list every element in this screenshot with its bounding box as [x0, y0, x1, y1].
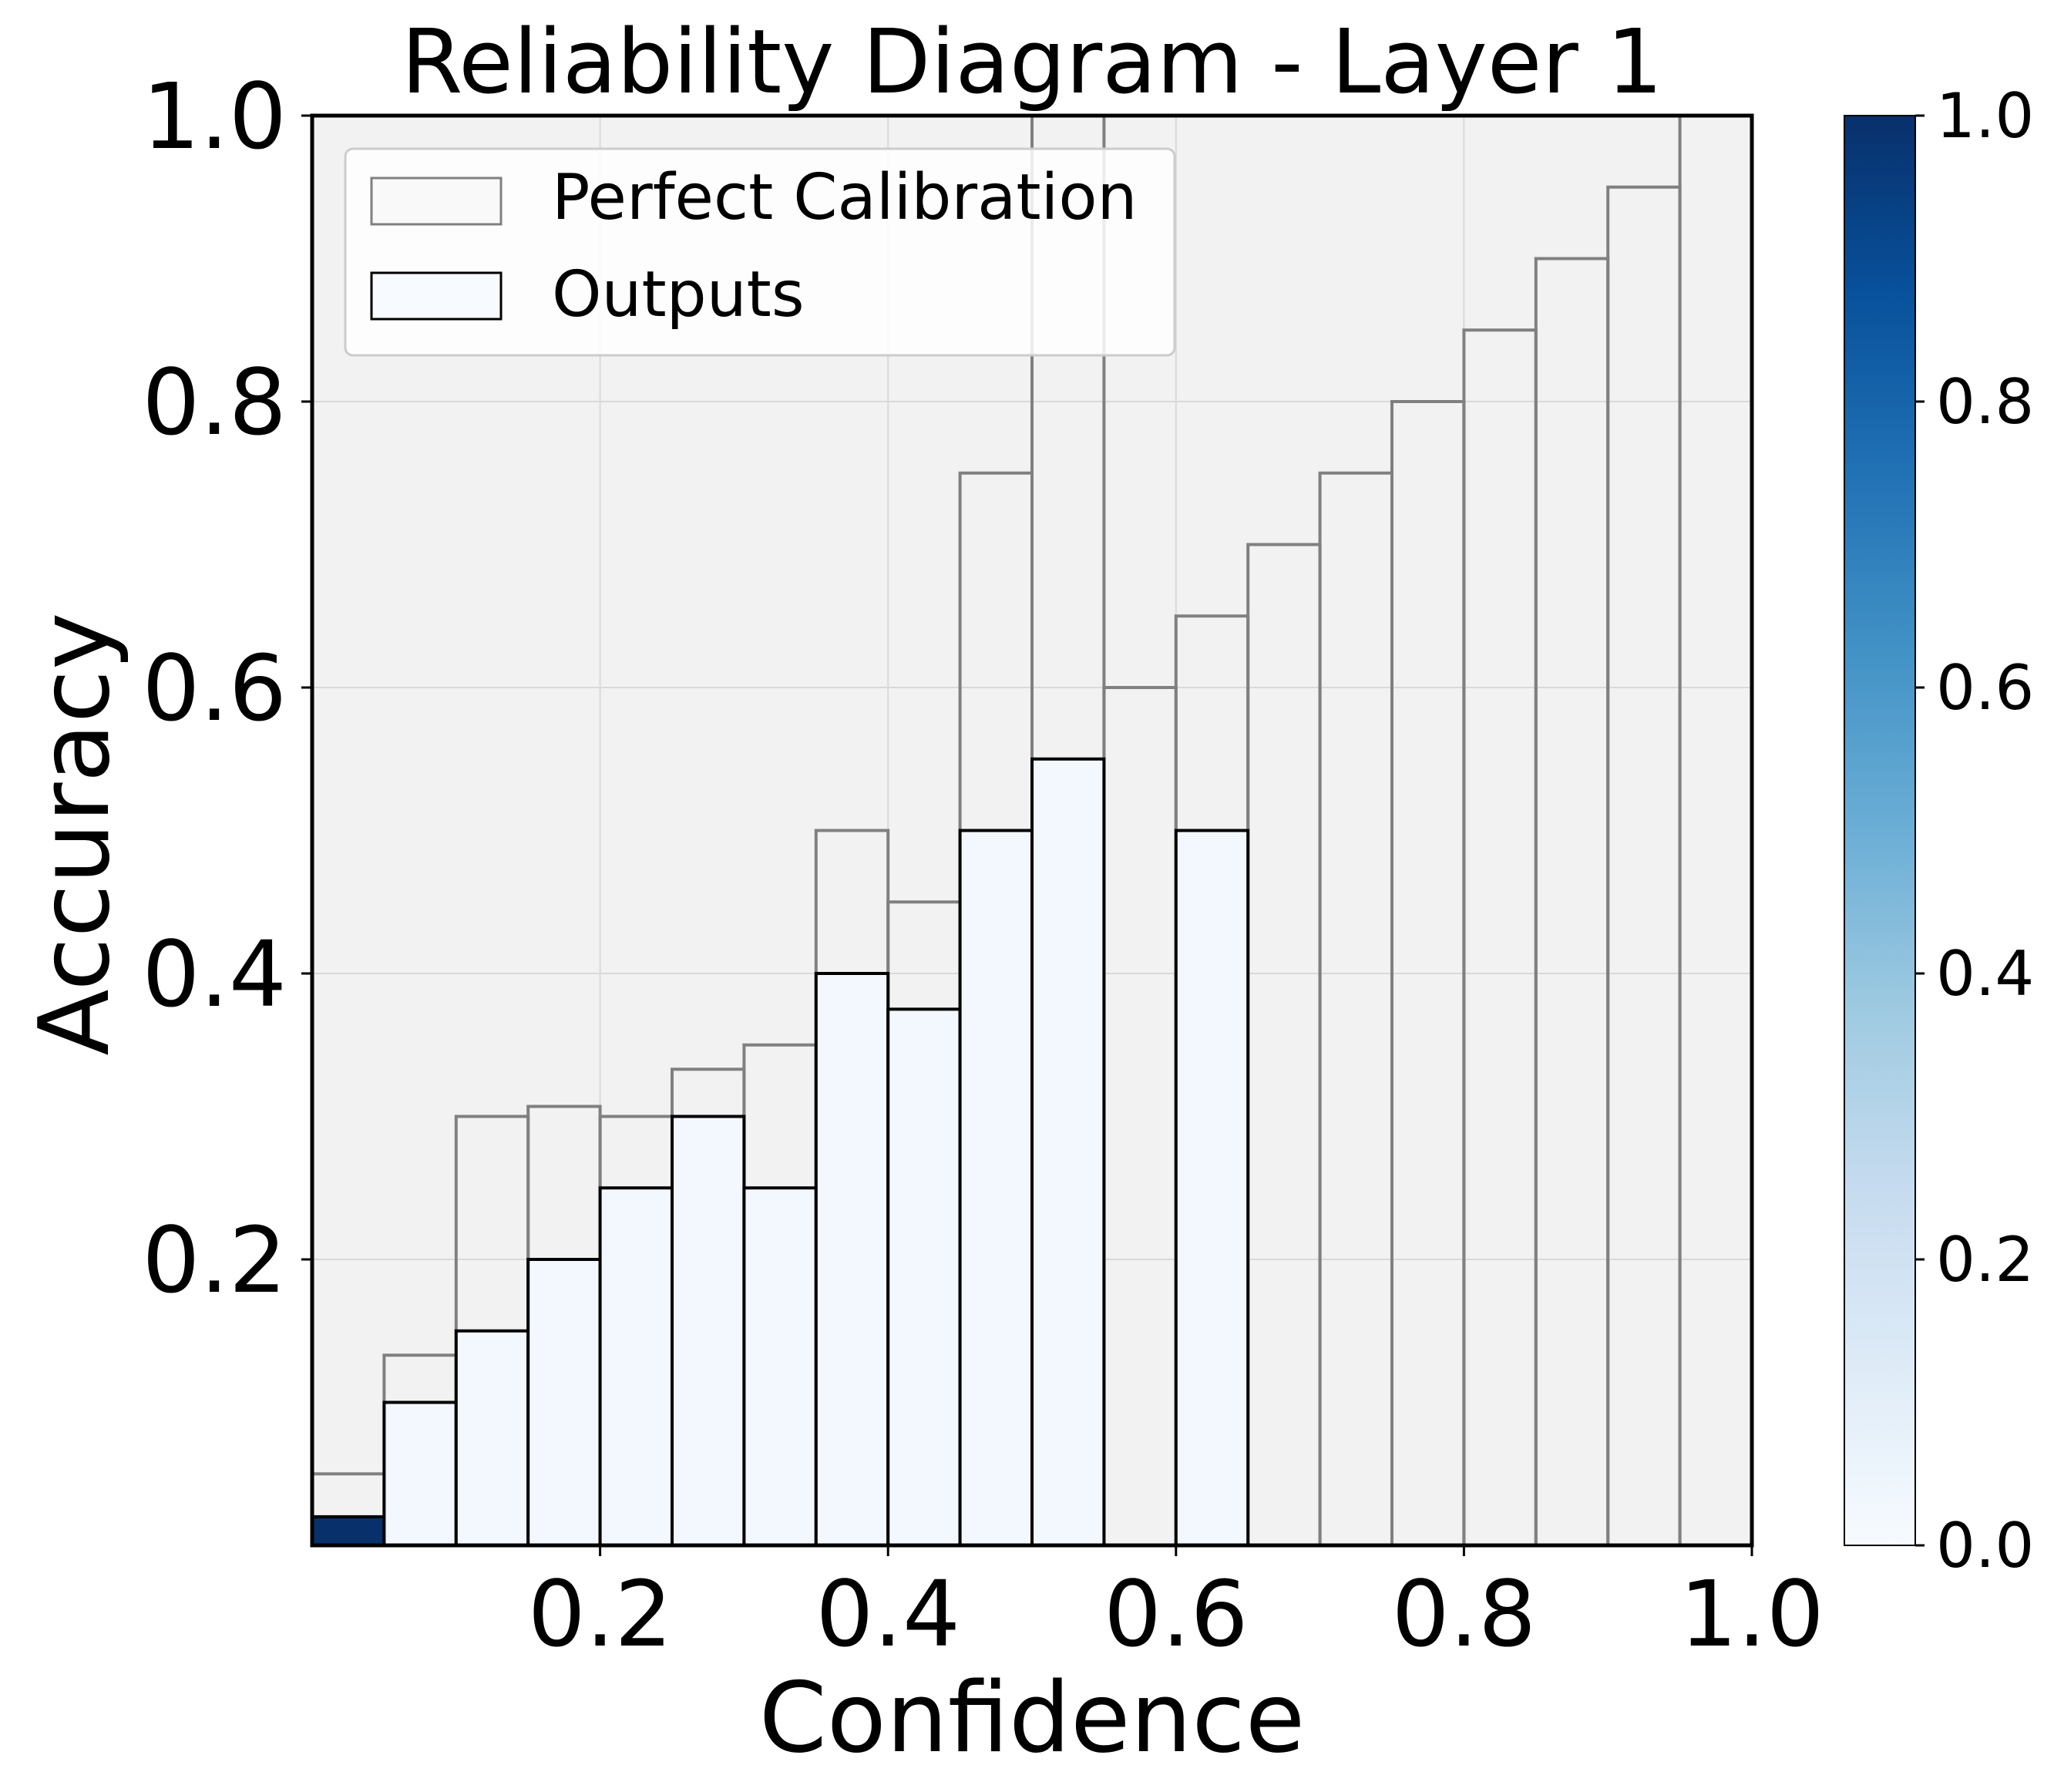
x-tick-label: 0.8 [1392, 1561, 1537, 1667]
legend: Perfect Calibration Outputs [344, 147, 1176, 357]
output-bar [311, 1515, 386, 1548]
output-bar [814, 972, 890, 1547]
y-axis-ticks: 0.2 0.4 0.6 0.8 1.0 [142, 63, 312, 1313]
output-bar [454, 1329, 530, 1547]
legend-box [344, 147, 1176, 357]
colorbar-tick-label: 1.0 [1936, 80, 2034, 152]
colorbar-tick-label: 0.6 [1936, 652, 2034, 724]
output-bar [671, 1115, 746, 1547]
y-tick-label: 0.6 [142, 635, 287, 741]
colorbar-gradient [1844, 115, 1916, 1546]
colorbar-tick-label: 0.8 [1936, 366, 2034, 438]
output-bar [1030, 757, 1106, 1547]
y-tick-label: 0.2 [142, 1207, 287, 1313]
output-bar [1174, 829, 1250, 1547]
x-tick-label: 0.6 [1104, 1561, 1249, 1667]
y-tick-label: 0.4 [142, 921, 287, 1027]
y-tick-label: 0.8 [142, 349, 287, 456]
x-tick-label: 0.4 [815, 1561, 960, 1667]
plot-frame [310, 113, 1754, 1548]
output-bar [598, 1186, 674, 1547]
output-bar [526, 1258, 602, 1547]
legend-label-outputs: Outputs [552, 258, 805, 331]
colorbar-ticks: 0.0 0.2 0.4 0.6 0.8 1.0 [1915, 80, 2034, 1582]
colorbar-tick-label: 0.4 [1936, 938, 2034, 1010]
y-axis-label: Accuracy [18, 612, 131, 1055]
x-tick-label: 1.0 [1679, 1561, 1824, 1667]
output-bar [886, 1007, 962, 1547]
x-tick-label: 0.2 [528, 1561, 673, 1667]
legend-label-perfect-calibration: Perfect Calibration [552, 161, 1137, 234]
x-axis-label: Confidence [759, 1661, 1305, 1774]
chart-title: Reliability Diagram - Layer 1 [401, 11, 1662, 114]
output-bar [382, 1400, 458, 1547]
output-bar [958, 829, 1034, 1547]
colorbar-tick-label: 0.0 [1936, 1510, 2034, 1582]
colorbar: 0.0 0.2 0.4 0.6 0.8 1.0 [1844, 80, 2034, 1582]
x-axis-ticks: 0.2 0.4 0.6 0.8 1.0 [528, 1545, 1824, 1667]
colorbar-tick-label: 0.2 [1936, 1224, 2034, 1296]
output-bar [742, 1186, 818, 1547]
y-tick-label: 1.0 [142, 63, 287, 170]
output-bars [311, 757, 1250, 1548]
legend-swatch-outputs [370, 271, 503, 321]
legend-swatch-perfect-calibration [370, 177, 503, 226]
